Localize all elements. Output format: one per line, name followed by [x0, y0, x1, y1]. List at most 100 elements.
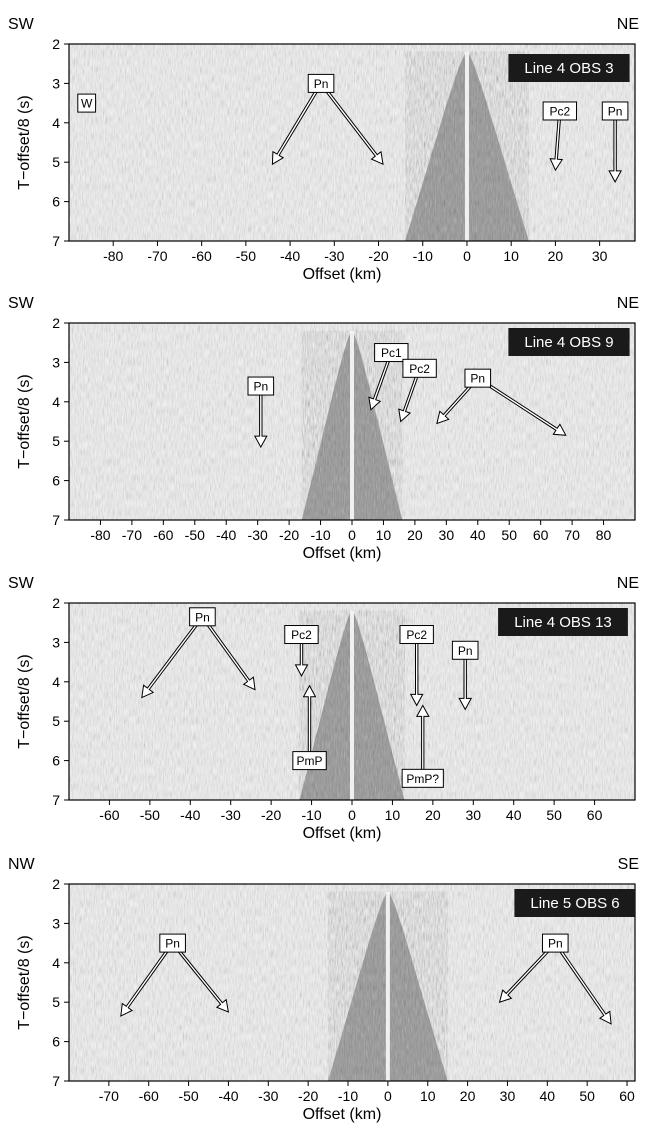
panel-title-box — [498, 608, 628, 636]
direction-label-left: SW — [8, 16, 35, 33]
x-tick-label: -50 — [185, 527, 205, 543]
x-tick-label: -60 — [99, 807, 119, 823]
y-tick-label: 3 — [52, 915, 60, 931]
x-tick-label: 60 — [619, 1088, 635, 1104]
annotation-box — [464, 368, 492, 388]
annotation-arrow — [549, 116, 564, 172]
x-tick-label: 50 — [546, 807, 562, 823]
direction-label-left: SW — [8, 295, 35, 312]
x-tick-label: -40 — [218, 1088, 238, 1104]
annotation-label: Pn — [314, 77, 329, 91]
y-tick-label: 5 — [52, 713, 60, 729]
x-tick-label: -20 — [298, 1088, 318, 1104]
annotation-label: Pn — [458, 644, 473, 658]
panel-title-box — [508, 328, 630, 356]
x-tick-label: 40 — [470, 527, 486, 543]
annotation-arrow — [398, 372, 420, 423]
annotation-box — [77, 93, 97, 113]
y-tick-label: 7 — [52, 792, 60, 808]
x-tick-label: 50 — [501, 527, 517, 543]
annotation-box — [284, 625, 319, 645]
annotation-box — [292, 751, 327, 771]
x-tick-label: 60 — [587, 807, 603, 823]
x-tick-label: -70 — [147, 248, 167, 264]
x-tick-label: -20 — [368, 248, 388, 264]
annotation-label: Pc2 — [549, 104, 570, 118]
y-tick-label: 6 — [52, 473, 60, 489]
x-tick-label: -50 — [236, 248, 256, 264]
x-tick-label: 0 — [348, 807, 356, 823]
x-tick-label: -10 — [338, 1088, 358, 1104]
annotation-arrow — [141, 620, 201, 699]
y-tick-label: 5 — [52, 994, 60, 1010]
x-tick-label: -60 — [139, 1088, 159, 1104]
panel-1: 2 3 4 5 6 7 -80 -70 -60 -50 -40 -30 -20 -10 0 10 20 30 T−o… — [8, 16, 639, 283]
x-tick-label: 40 — [540, 1088, 556, 1104]
annotation-arrow — [436, 381, 476, 425]
x-tick-label: -10 — [413, 248, 433, 264]
source-trace-gap — [464, 51, 469, 241]
annotation-box — [247, 376, 275, 396]
annotation-label: Pn — [470, 372, 485, 386]
annotation-arrow — [368, 357, 392, 411]
annotation-label: Pc2 — [409, 362, 430, 376]
panel-2: 2 3 4 5 6 7 -80 -70 -60 -50 -40 -30 -20 -10 0 10 20 30 40 5… — [8, 295, 639, 562]
x-tick-label: -10 — [310, 527, 330, 543]
x-axis-title: Offset (km) — [303, 266, 382, 283]
x-tick-label: 10 — [503, 248, 519, 264]
x-tick-label: 40 — [506, 807, 522, 823]
y-axis-title: T−offset/8 (s) — [16, 654, 33, 748]
annotation-arrow — [458, 655, 473, 711]
annotation-arrow — [556, 946, 612, 1025]
x-tick-label: -50 — [178, 1088, 198, 1104]
x-tick-label: 70 — [564, 527, 580, 543]
annotation-label: Pn — [548, 937, 563, 951]
direction-label-right: NE — [617, 295, 639, 312]
direction-label-left: SW — [8, 575, 35, 592]
annotation-arrow — [608, 116, 622, 183]
x-tick-label: 30 — [500, 1088, 516, 1104]
x-tick-label: 20 — [548, 248, 564, 264]
annotation-box — [401, 768, 444, 788]
x-tick-label: -30 — [248, 527, 268, 543]
annotation-box — [307, 73, 335, 93]
x-tick-label: 0 — [348, 527, 356, 543]
y-tick-label: 6 — [52, 1034, 60, 1050]
y-tick-label: 5 — [52, 433, 60, 449]
annotation-label: Pn — [608, 104, 623, 118]
annotation-box — [451, 640, 479, 660]
x-tick-label: -70 — [99, 1088, 119, 1104]
y-tick-label: 6 — [52, 194, 60, 210]
x-tick-label: -80 — [90, 527, 110, 543]
x-axis-title: Offset (km) — [303, 825, 382, 842]
annotation-label: Pc1 — [381, 346, 402, 360]
x-tick-label: 20 — [460, 1088, 476, 1104]
x-tick-label: -70 — [122, 527, 142, 543]
y-tick-label: 2 — [52, 595, 60, 611]
annotation-arrow — [174, 946, 230, 1013]
direction-label-right: NE — [617, 575, 639, 592]
x-tick-label: 10 — [420, 1088, 436, 1104]
y-tick-label: 4 — [52, 955, 60, 971]
annotation-label: PmP — [297, 754, 323, 768]
annotation-box — [542, 101, 578, 121]
annotation-box — [189, 607, 216, 627]
annotation-box — [541, 933, 569, 953]
annotation-arrow — [294, 640, 309, 677]
annotation-label: Pc2 — [406, 628, 427, 642]
y-tick-label: 5 — [52, 154, 60, 170]
annotation-arrow — [120, 946, 171, 1017]
y-tick-label: 2 — [52, 315, 60, 331]
y-tick-label: 2 — [52, 36, 60, 52]
annotation-label: Pc2 — [291, 628, 312, 642]
x-tick-label: -80 — [103, 248, 123, 264]
annotation-box — [601, 101, 629, 121]
x-tick-label: -60 — [192, 248, 212, 264]
x-tick-label: -60 — [153, 527, 173, 543]
annotation-box — [374, 343, 409, 363]
y-tick-label: 4 — [52, 674, 60, 690]
panel-frame — [68, 883, 636, 1082]
panel-title-box — [508, 54, 630, 82]
x-tick-label: -40 — [180, 807, 200, 823]
y-tick-label: 2 — [52, 876, 60, 892]
